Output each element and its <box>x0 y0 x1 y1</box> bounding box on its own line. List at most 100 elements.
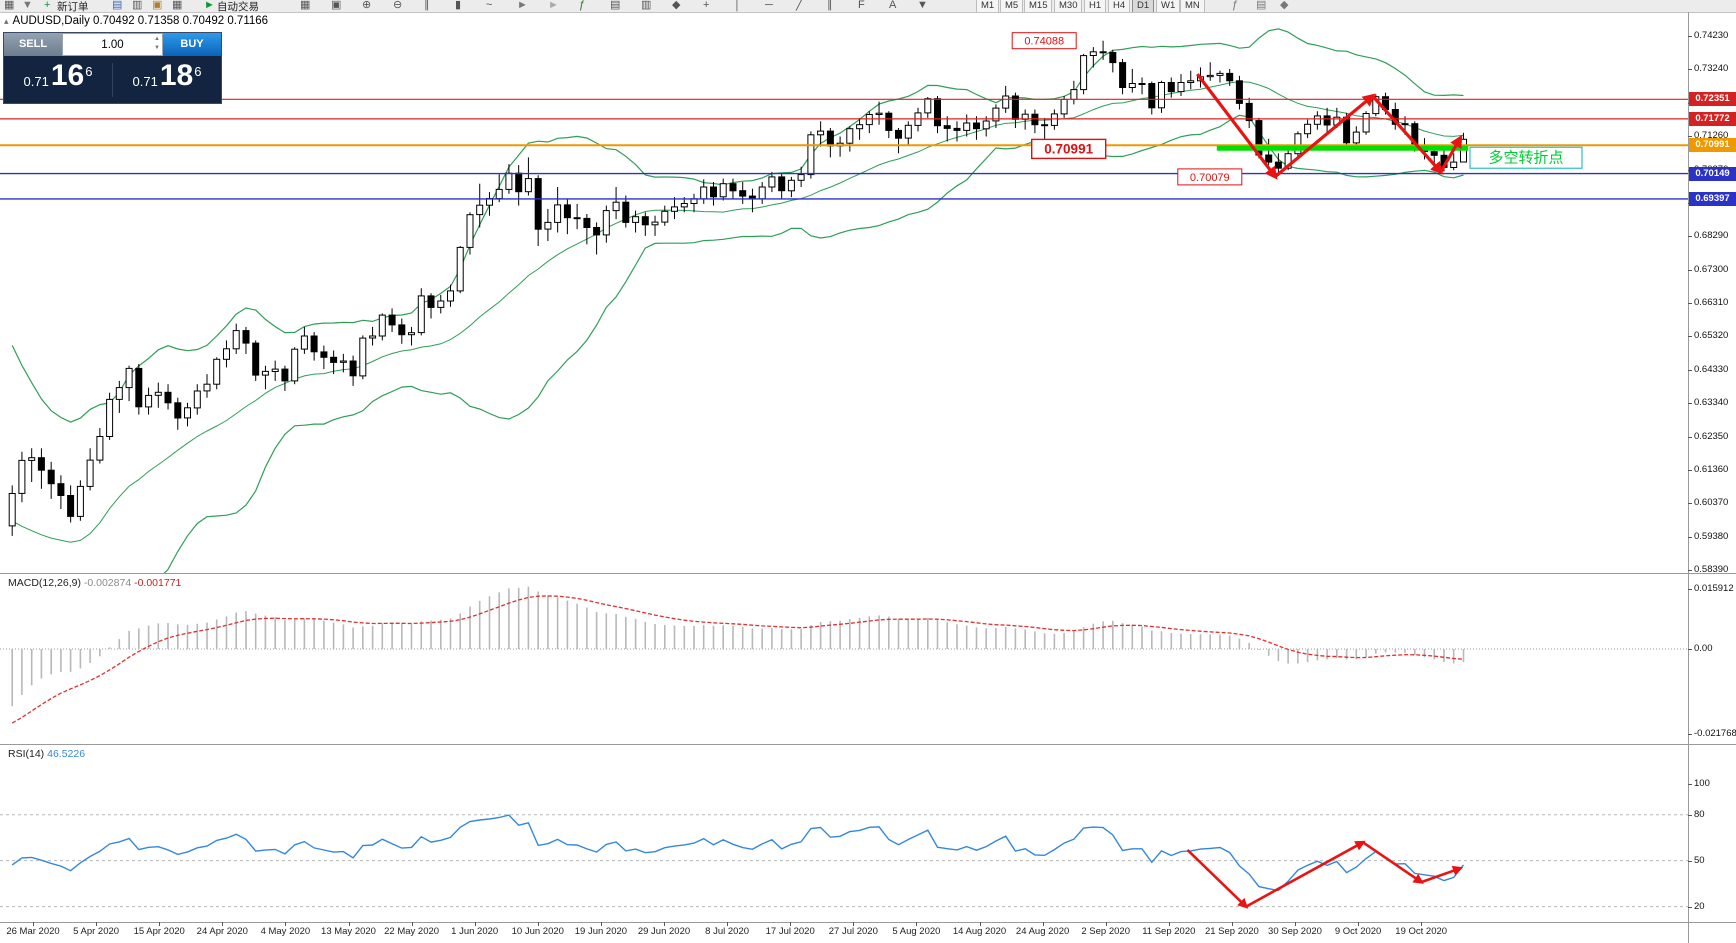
arrow-tools-icon[interactable]: ▼ <box>917 0 928 11</box>
price-marker-0.69397: 0.69397 <box>1689 191 1736 206</box>
trend-arrow-object[interactable] <box>1362 841 1424 884</box>
buy-price-digits: 18 <box>159 59 194 92</box>
date-tick-mark <box>537 922 539 926</box>
chart-dropdown-icon[interactable]: ▼ <box>22 0 33 11</box>
price-tick-label: 0.62350 <box>1694 430 1729 442</box>
new-order-icon[interactable]: + <box>44 0 51 11</box>
objects-list-icon[interactable]: ▤ <box>1256 0 1267 11</box>
macd-scale-label: 0.015912 <box>1694 583 1734 594</box>
buy-button[interactable]: BUY <box>163 33 221 56</box>
svg-text:0.70079: 0.70079 <box>1190 172 1230 184</box>
timeframe-m1[interactable]: M1 <box>976 0 1000 12</box>
zoom-out-icon[interactable]: ⊖ <box>393 0 403 11</box>
trend-arrow-object[interactable] <box>1439 134 1463 173</box>
autotrading-button[interactable]: 自动交易 <box>217 1 259 13</box>
crosshair-icon[interactable]: + <box>703 0 710 11</box>
templates-icon[interactable]: ▥ <box>641 0 652 11</box>
main-toolbar: ▦ ▼ + ▤ ▥ ▣ ▦ ► ▦ ▣ ⊕ ⊖ ∥ ▮ ~ ► ► ƒ ▤ ▥ ◆ + │ ─ ╱ ∥ F A ▼ ƒ ▤ ◆ 新订单 自动交易 M… <box>0 0 1736 13</box>
date-tick-mark <box>159 922 161 926</box>
zoom-in-icon[interactable]: ⊕ <box>362 0 372 11</box>
channel-icon[interactable]: ∥ <box>827 0 833 11</box>
annotation-note[interactable]: 多空转折点 <box>1469 146 1583 169</box>
panel-separator[interactable] <box>0 573 1736 574</box>
timeframe-m15[interactable]: M15 <box>1024 0 1053 12</box>
date-label: 19 Oct 2020 <box>1395 926 1448 937</box>
chart-shift-icon[interactable]: ► <box>548 0 559 11</box>
trend-arrow-object[interactable] <box>1245 840 1366 908</box>
price-tick-mark <box>1688 503 1692 505</box>
rsi-indicator-chart[interactable] <box>0 744 1688 922</box>
price-marker-0.72351: 0.72351 <box>1689 92 1736 107</box>
annotation-level[interactable]: 0.70991 <box>1030 138 1107 160</box>
trend-arrow-object[interactable] <box>1274 93 1376 178</box>
date-label: 15 Apr 2020 <box>133 926 185 937</box>
date-tick-mark <box>916 922 918 926</box>
vertical-line-icon[interactable]: │ <box>734 0 741 11</box>
bar-chart-icon[interactable]: ∥ <box>424 0 430 11</box>
add-indicator-icon[interactable]: ƒ <box>1232 0 1239 11</box>
date-label: 21 Sep 2020 <box>1204 926 1259 937</box>
navigator-icon[interactable]: ▣ <box>152 0 163 11</box>
volume-up-button[interactable]: ▲ <box>154 36 160 42</box>
text-icon[interactable]: A <box>889 0 897 11</box>
timeframe-mn[interactable]: MN <box>1180 0 1205 12</box>
time-periods-icon[interactable]: ▤ <box>610 0 621 11</box>
trend-arrow-object[interactable] <box>1420 865 1464 884</box>
price-tick-label: 0.67300 <box>1694 263 1729 275</box>
buy-price[interactable]: 0.71 18 6 <box>113 61 221 98</box>
main-price-chart[interactable]: 0.74088 0.70991 0.70079 多空转折点 <box>0 12 1688 573</box>
sell-price[interactable]: 0.71 16 6 <box>4 61 112 98</box>
timeframe-m30[interactable]: M30 <box>1054 0 1083 12</box>
timeframe-w1[interactable]: W1 <box>1156 0 1181 12</box>
rsi-scale-label: 100 <box>1694 778 1710 789</box>
tile-windows-icon[interactable]: ▦ <box>300 0 311 11</box>
price-tick-mark <box>1688 36 1692 37</box>
annotation-high[interactable]: 0.74088 <box>1011 32 1077 50</box>
price-marker-0.70991: 0.70991 <box>1689 138 1736 153</box>
auto-scroll-icon[interactable]: ► <box>517 0 528 11</box>
fibonacci-icon[interactable]: F <box>858 0 865 11</box>
autotrading-icon[interactable]: ► <box>204 0 215 11</box>
annotation-low[interactable]: 0.70079 <box>1177 168 1243 186</box>
panel-separator[interactable] <box>0 744 1736 745</box>
one-click-trading-panel: SELL 1.00 ▲ ▼ BUY 0.71 16 6 0.71 18 6 <box>3 32 222 104</box>
sell-button[interactable]: SELL <box>4 33 62 56</box>
line-chart-icon[interactable]: ~ <box>486 0 493 11</box>
indicators-icon[interactable]: ƒ <box>579 0 586 11</box>
timeframe-h1[interactable]: H1 <box>1084 0 1107 12</box>
date-tick-mark <box>979 922 981 926</box>
trend-arrow-object[interactable] <box>1186 848 1249 909</box>
timeframe-h4[interactable]: H4 <box>1108 0 1131 12</box>
chart-properties-icon[interactable]: ◆ <box>1280 0 1289 11</box>
market-watch-icon[interactable]: ▤ <box>112 0 123 11</box>
trade-panel-toggle[interactable]: ▴ <box>4 16 9 26</box>
price-tick-mark <box>1688 536 1692 538</box>
trend-arrow-object[interactable] <box>1371 94 1444 175</box>
date-label: 30 Sep 2020 <box>1268 926 1322 937</box>
time-axis[interactable] <box>0 922 1736 943</box>
rsi-line <box>11 814 1465 892</box>
rsi-scale-tick <box>1688 906 1692 908</box>
volume-value[interactable]: 1.00 <box>101 38 124 51</box>
date-tick-mark <box>1295 922 1296 926</box>
candlestick-chart-icon[interactable]: ▮ <box>455 0 462 11</box>
trendline-icon[interactable]: ╱ <box>796 0 803 11</box>
trend-arrow-object[interactable] <box>1196 73 1278 180</box>
cursor-icon[interactable]: ◆ <box>672 0 681 11</box>
horizontal-line-icon[interactable]: ─ <box>765 0 773 11</box>
data-window-icon[interactable]: ▥ <box>132 0 143 11</box>
timeframe-m5[interactable]: M5 <box>1000 0 1024 12</box>
cascade-windows-icon[interactable]: ▣ <box>331 0 342 11</box>
volume-down-button[interactable]: ▼ <box>154 45 160 51</box>
new-order-button[interactable]: 新订单 <box>57 1 89 13</box>
price-tick-label: 0.61360 <box>1694 463 1729 475</box>
timeframe-d1[interactable]: D1 <box>1132 0 1155 12</box>
macd-indicator-chart[interactable] <box>0 573 1688 744</box>
terminal-icon[interactable]: ▦ <box>172 0 183 11</box>
date-tick-mark <box>1358 922 1360 926</box>
chart-window-icon[interactable]: ▦ <box>4 0 15 11</box>
volume-field[interactable]: 1.00 ▲ ▼ <box>62 33 163 56</box>
rsi-value: 46.5226 <box>47 748 86 760</box>
